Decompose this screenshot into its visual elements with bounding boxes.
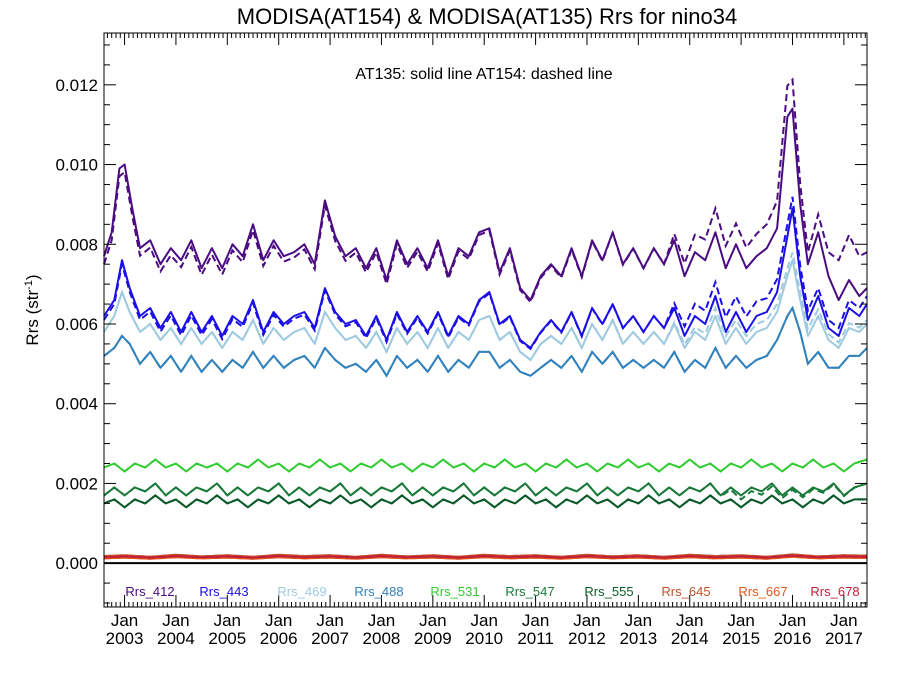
plot-frame [103,32,868,608]
series-line-rrs_667-at154 [103,555,868,560]
legend-item-rrs_555: Rrs_555 [584,584,633,599]
x-tick-label-year: 2008 [363,629,401,648]
x-tick-label-month: Jan [779,611,806,630]
x-tick-label-month: Jan [265,611,292,630]
x-tick-label-month: Jan [727,611,754,630]
series-line-rrs_678-at154 [103,554,868,559]
x-tick-label-year: 2011 [517,629,554,648]
legend-item-rrs_469: Rrs_469 [277,584,326,599]
series-line-rrs_488-at154 [103,305,868,378]
x-tick-label-month: Jan [573,611,600,630]
x-tick-label-month: Jan [625,611,652,630]
x-tick-label-year: 2017 [825,629,863,648]
series-line-rrs_443-at154 [103,196,868,351]
x-tick-label-month: Jan [214,611,241,630]
x-tick-label-month: Jan [419,611,446,630]
series-line-rrs_469-at135 [103,259,868,361]
series-line-rrs_555-at154 [103,494,867,509]
legend-item-rrs_645: Rrs_645 [661,584,710,599]
x-tick-label-month: Jan [676,611,703,630]
y-axis-label-text: Rrs (str [23,290,42,346]
x-tick-label-year: 2004 [157,629,195,648]
x-tick-label-month: Jan [316,611,343,630]
x-tick-label-month: Jan [830,611,857,630]
x-tick-label-year: 2013 [619,629,657,648]
series-layer [103,77,868,560]
legend-item-rrs_531: Rrs_531 [430,584,479,599]
y-tick-label: 0.010 [55,156,98,175]
y-axis-label-sup: -1 [23,280,35,290]
y-axis-label-close: ) [23,274,42,280]
y-tick-label: 0.008 [55,235,98,254]
x-tick-label-month: Jan [368,611,395,630]
y-tick-label: 0.012 [55,76,98,95]
series-line-rrs_547-at154 [103,482,868,501]
line-style-annotation: AT135: solid line AT154: dashed line [355,66,612,83]
x-tick-label-year: 2003 [106,629,144,648]
x-tick-label-month: Jan [162,611,189,630]
x-tick-label-year: 2005 [208,629,246,648]
svg-text:Rrs (str-1): Rrs (str-1) [23,274,42,345]
legend-item-rrs_678: Rrs_678 [810,584,859,599]
legend-item-rrs_547: Rrs_547 [505,584,554,599]
x-tick-label-year: 2007 [311,629,349,648]
x-tick-label-year: 2006 [260,629,298,648]
series-line-rrs_412-at154 [103,77,868,304]
x-tick-label-month: Jan [522,611,549,630]
legend-item-rrs_667: Rrs_667 [738,584,787,599]
axes-layer: 0.0000.0020.0040.0060.0080.0100.012Jan20… [55,32,868,648]
x-tick-label-month: Jan [111,611,138,630]
y-tick-label: 0.002 [55,474,98,493]
series-line-rrs_645-at154 [103,553,868,558]
y-tick-label: 0.000 [55,554,98,573]
x-tick-label-year: 2010 [465,629,503,648]
y-tick-label: 0.004 [55,395,98,414]
legend-item-rrs_412: Rrs_412 [125,584,174,599]
legend-item-rrs_488: Rrs_488 [354,584,403,599]
legend-item-rrs_443: Rrs_443 [199,584,248,599]
y-tick-label: 0.006 [55,315,98,334]
x-tick-label-year: 2016 [774,629,812,648]
x-tick-label-year: 2014 [671,629,709,648]
series-line-rrs_412-at135 [103,107,868,302]
legend: Rrs_412 Rrs_443 Rrs_469 Rrs_488 Rrs_531 Rrs_5… [125,584,859,599]
x-tick-label-year: 2012 [568,629,606,648]
series-line-rrs_443-at135 [103,207,868,349]
x-tick-label-month: Jan [471,611,498,630]
series-line-rrs_531-at154 [103,458,868,473]
y-axis-label: Rrs (str-1) [23,274,42,345]
x-tick-label-year: 2015 [722,629,760,648]
chart-title: MODISA(AT154) & MODISA(AT135) Rrs for ni… [237,4,737,29]
x-tick-label-year: 2009 [414,629,452,648]
